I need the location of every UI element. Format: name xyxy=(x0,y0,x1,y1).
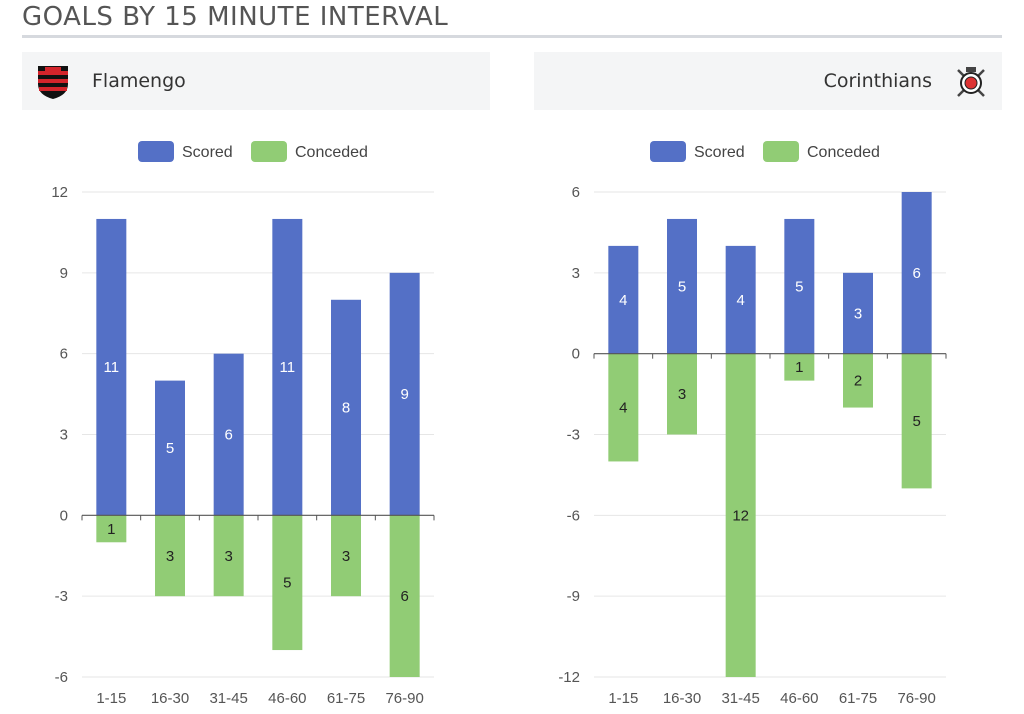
data-label-conceded: 6 xyxy=(400,588,408,605)
data-label-conceded: 3 xyxy=(678,386,686,403)
bar-conceded xyxy=(213,515,244,597)
data-label-scored: 4 xyxy=(619,292,627,309)
legend-label: Conceded xyxy=(807,144,880,161)
legend-swatch xyxy=(251,141,287,162)
y-tick-label: -9 xyxy=(567,588,580,605)
bar-scored xyxy=(725,245,756,354)
data-label-conceded: 1 xyxy=(107,521,115,538)
x-tick-label: 16-30 xyxy=(151,690,189,707)
x-tick-label: 31-45 xyxy=(209,690,247,707)
title-divider xyxy=(22,35,1002,38)
bar-scored xyxy=(272,218,303,516)
y-tick-label: 0 xyxy=(60,507,68,524)
bar-scored xyxy=(901,192,932,354)
bar-scored xyxy=(784,218,815,354)
legend-label: Conceded xyxy=(295,144,368,161)
bar-scored xyxy=(843,272,873,354)
flamengo-crest-icon xyxy=(38,66,68,99)
y-tick-label: 3 xyxy=(60,427,68,444)
bar-scored xyxy=(213,353,244,516)
legend-swatch xyxy=(138,141,174,162)
bar-conceded xyxy=(331,515,361,597)
y-tick-label: -12 xyxy=(558,669,580,686)
bar-conceded xyxy=(272,515,303,651)
team-name: Flamengo xyxy=(92,70,186,92)
y-tick-label: 9 xyxy=(60,265,68,282)
y-tick-label: -3 xyxy=(567,427,580,444)
bar-conceded xyxy=(155,515,185,597)
x-tick-label: 46-60 xyxy=(780,690,818,707)
bar-conceded xyxy=(784,353,815,381)
bar-scored xyxy=(667,218,697,354)
y-tick-label: 0 xyxy=(572,346,580,363)
corinthians-crest-icon xyxy=(957,67,985,97)
y-tick-label: 6 xyxy=(572,184,580,201)
y-tick-label: -6 xyxy=(567,507,580,524)
bar-scored xyxy=(608,245,639,354)
team-name: Corinthians xyxy=(823,70,932,92)
legend-swatch xyxy=(650,141,686,162)
bar-scored xyxy=(96,218,127,516)
data-label-conceded: 3 xyxy=(166,548,174,565)
y-tick-label: -6 xyxy=(55,669,68,686)
data-label-scored: 8 xyxy=(342,400,350,417)
data-label-scored: 5 xyxy=(795,278,803,295)
data-label-conceded: 1 xyxy=(795,359,803,376)
data-label-scored: 4 xyxy=(736,292,744,309)
data-label-scored: 9 xyxy=(400,386,408,403)
data-label-conceded: 3 xyxy=(342,548,350,565)
data-label-scored: 3 xyxy=(854,305,862,322)
y-tick-label: -3 xyxy=(55,588,68,605)
bar-conceded xyxy=(389,515,420,677)
bar-conceded xyxy=(901,353,932,489)
team-header-flamengo: Flamengo xyxy=(22,52,490,110)
data-label-conceded: 12 xyxy=(732,507,749,524)
x-tick-label: 1-15 xyxy=(96,690,126,707)
bar-conceded xyxy=(96,515,127,543)
x-tick-label: 61-75 xyxy=(327,690,365,707)
x-tick-label: 31-45 xyxy=(721,690,759,707)
bar-scored xyxy=(389,272,420,516)
corinthians-goals-chart: Scored Conceded 6 3 0 -3 -6 -9 -12 4 4 1-15 5 3 16-30 4… xyxy=(558,141,947,707)
x-tick-label: 61-75 xyxy=(839,690,877,707)
data-label-scored: 11 xyxy=(280,359,296,376)
bar-scored xyxy=(331,299,361,516)
bar-conceded xyxy=(725,353,756,677)
bar-conceded xyxy=(608,353,639,462)
x-tick-label: 16-30 xyxy=(663,690,701,707)
legend-swatch xyxy=(763,141,799,162)
bar-conceded xyxy=(667,353,697,435)
data-label-conceded: 4 xyxy=(619,400,627,417)
data-label-conceded: 5 xyxy=(283,575,291,592)
flamengo-goals-chart: Scored Conceded129630-3-61111-155316-3063… xyxy=(51,141,435,707)
bar-conceded xyxy=(843,353,873,408)
bar-scored xyxy=(155,380,185,516)
data-label-conceded: 5 xyxy=(912,413,920,430)
data-label-scored: 11 xyxy=(104,359,120,376)
y-tick-label: 3 xyxy=(572,265,580,282)
legend-label: Scored xyxy=(694,144,745,161)
data-label-scored: 5 xyxy=(678,278,686,295)
y-tick-label: 12 xyxy=(51,184,68,201)
legend-label: Scored xyxy=(182,144,233,161)
y-tick-label: 6 xyxy=(60,346,68,363)
data-label-conceded: 3 xyxy=(224,548,232,565)
x-tick-label: 76-90 xyxy=(385,690,423,707)
data-label-scored: 6 xyxy=(224,427,232,444)
x-tick-label: 46-60 xyxy=(268,690,306,707)
page-title: GOALS BY 15 MINUTE INTERVAL xyxy=(22,2,449,32)
data-label-conceded: 2 xyxy=(854,373,862,390)
data-label-scored: 6 xyxy=(912,265,920,282)
data-label-scored: 5 xyxy=(166,440,174,457)
x-tick-label: 1-15 xyxy=(608,690,638,707)
x-tick-label: 76-90 xyxy=(897,690,935,707)
team-header-corinthians: Corinthians xyxy=(534,52,1002,110)
